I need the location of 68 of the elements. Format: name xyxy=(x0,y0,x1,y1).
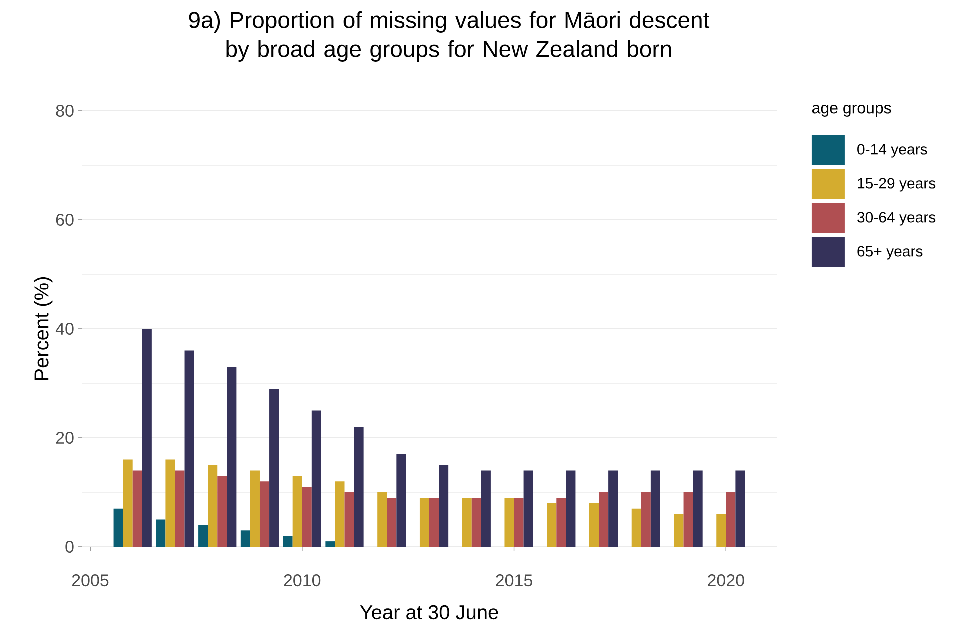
bar xyxy=(387,498,397,547)
bar xyxy=(378,492,388,547)
bar xyxy=(726,492,736,547)
bar xyxy=(599,492,609,547)
bar xyxy=(344,492,354,547)
bar xyxy=(354,427,364,547)
y-tick-label: 0 xyxy=(66,540,74,554)
bar xyxy=(326,542,336,547)
bar xyxy=(184,350,194,547)
bar xyxy=(566,470,576,547)
x-tick-label: 2010 xyxy=(284,574,321,587)
legend-label: 30-64 years xyxy=(858,212,936,226)
bar xyxy=(589,503,600,547)
bar xyxy=(335,482,345,547)
bar xyxy=(684,492,694,547)
bar xyxy=(175,470,185,547)
bar xyxy=(114,508,124,547)
bar xyxy=(716,514,726,547)
bar xyxy=(123,460,133,547)
bar xyxy=(556,498,566,547)
bar xyxy=(166,460,176,547)
bar xyxy=(736,470,746,547)
y-tick-label: 20 xyxy=(56,432,74,444)
bar xyxy=(132,470,142,547)
bar xyxy=(641,492,651,547)
bar xyxy=(514,498,524,547)
bar xyxy=(547,503,557,547)
x-axis-title: Year at 30 June xyxy=(360,605,498,620)
bar xyxy=(312,410,322,547)
bar xyxy=(302,487,312,547)
bar xyxy=(250,470,260,547)
bar xyxy=(504,498,514,547)
bar xyxy=(240,530,250,547)
legend-title: age groups xyxy=(812,105,892,117)
bar xyxy=(218,476,228,547)
bar xyxy=(198,525,208,547)
bar xyxy=(481,470,491,547)
y-tick-label: 40 xyxy=(56,322,74,336)
bar xyxy=(208,465,218,547)
bar xyxy=(524,470,534,547)
bar xyxy=(270,388,280,547)
legend-label: 0-14 years xyxy=(858,144,928,158)
bar xyxy=(420,498,430,547)
x-tick-label: 2020 xyxy=(708,574,744,587)
bar xyxy=(142,328,152,547)
bar xyxy=(283,536,293,547)
legend-label: 15-29 years xyxy=(858,178,936,192)
bar xyxy=(650,470,660,547)
bar xyxy=(227,367,237,547)
bar xyxy=(439,465,449,547)
y-tick-label: 80 xyxy=(56,104,74,118)
x-tick-label: 2015 xyxy=(496,574,532,587)
chart-title: 9a) Proportion of missing values for Māori descent by broad age groups for New Zealand born xyxy=(189,12,710,62)
bar xyxy=(396,454,406,547)
bar xyxy=(693,470,703,547)
bar xyxy=(674,514,684,547)
legend-label: 65+ years xyxy=(858,246,923,260)
bar xyxy=(156,520,166,547)
bar xyxy=(608,470,618,547)
bar xyxy=(472,498,482,547)
bar xyxy=(632,508,642,547)
bar xyxy=(430,498,440,547)
bar xyxy=(292,476,302,547)
y-axis-title: Percent (%) xyxy=(34,277,53,380)
y-tick-label: 60 xyxy=(56,214,74,226)
x-tick-label: 2005 xyxy=(72,574,109,587)
bar xyxy=(260,482,270,547)
bar xyxy=(462,498,472,547)
